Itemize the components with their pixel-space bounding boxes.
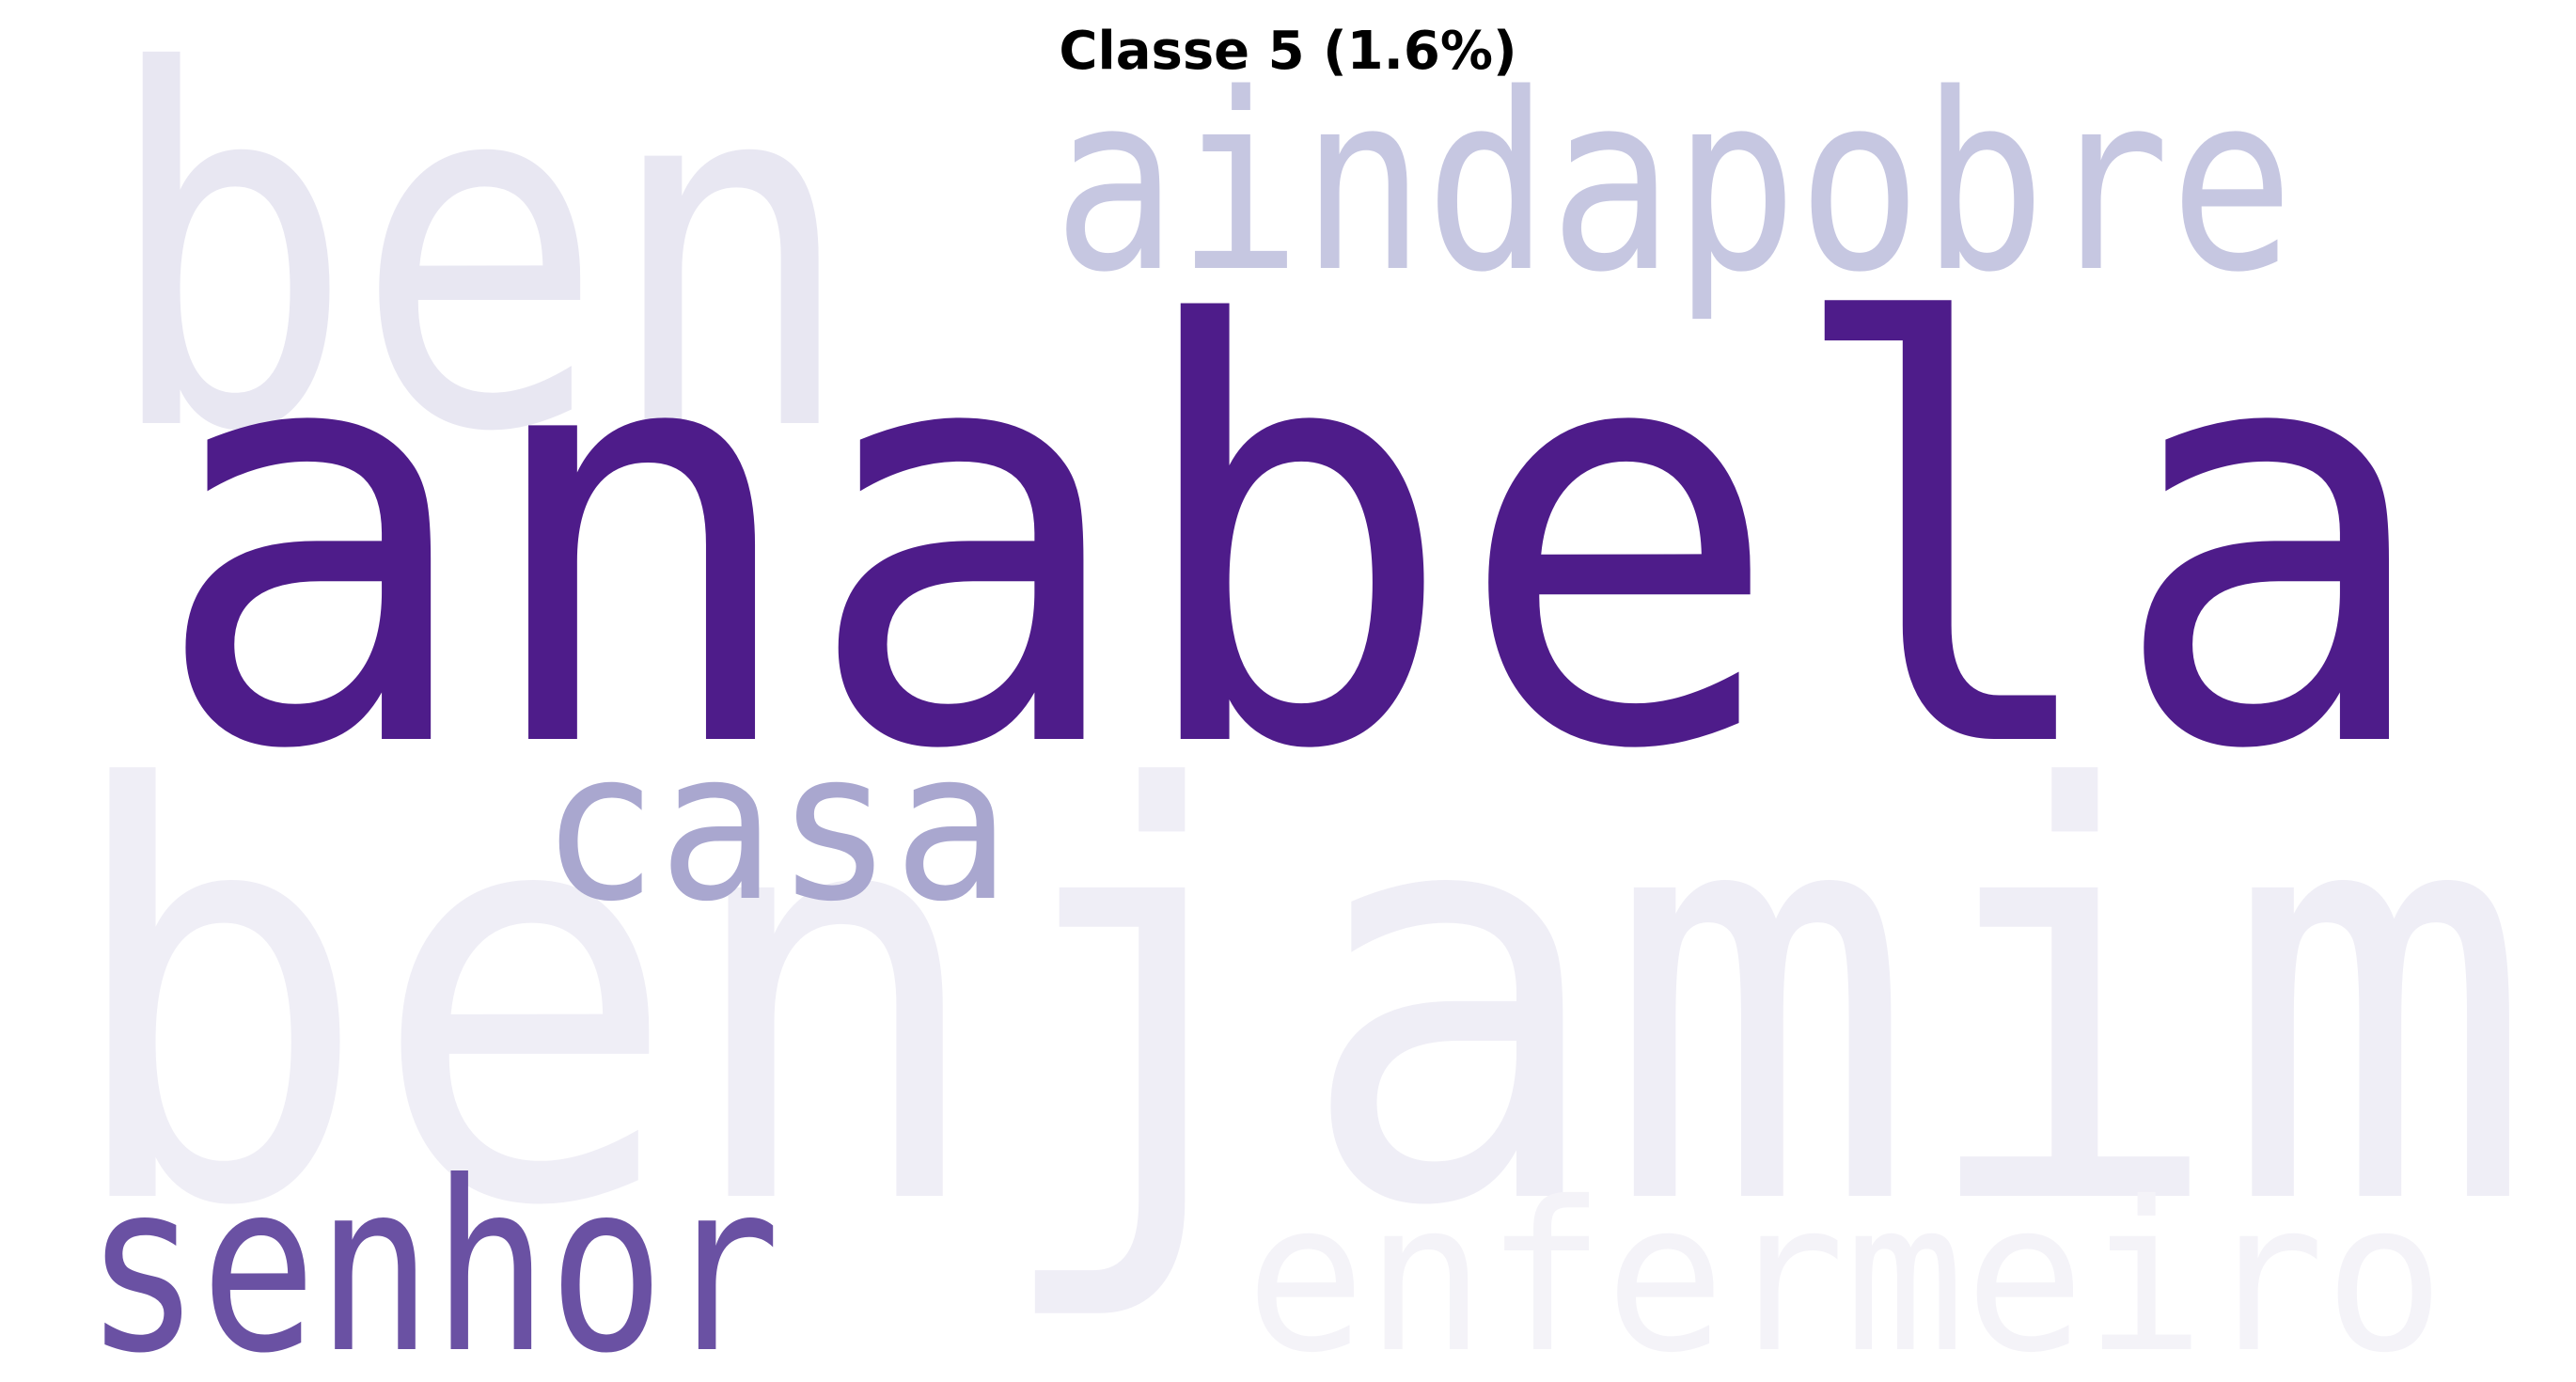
word-anabela: anabela: [150, 207, 2435, 874]
word-senhor: senhor: [85, 1131, 780, 1382]
word-casa: casa: [541, 706, 1011, 947]
word-ben: ben: [103, 0, 856, 539]
word-benjamim: benjamim: [61, 672, 2534, 1329]
chart-title: Classe 5 (1.6%): [1059, 21, 1517, 82]
word-enfermeiro: enfermeiro: [1246, 1157, 2444, 1382]
word-aindapobre: aindapobre: [1053, 42, 2294, 326]
